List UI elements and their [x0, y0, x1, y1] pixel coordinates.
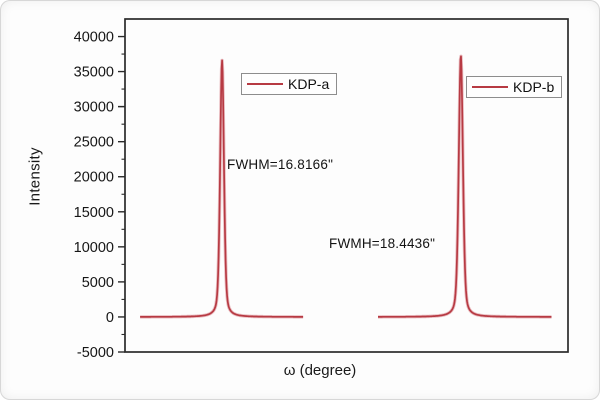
legend-line-sample-kdp-b [472, 86, 508, 88]
svg-text:10000: 10000 [74, 240, 114, 256]
svg-text:15000: 15000 [74, 205, 114, 221]
legend-label-kdp-b: KDP-b [513, 79, 555, 95]
legend-label-kdp-a: KDP-a [288, 76, 330, 92]
svg-text:0: 0 [106, 310, 114, 326]
legend-kdp-a: KDP-a [241, 73, 338, 95]
fwhm-annotation-kdp-b: FWMH=18.4436" [329, 236, 436, 251]
svg-text:35000: 35000 [74, 65, 114, 81]
svg-text:30000: 30000 [74, 100, 114, 116]
legend-kdp-b: KDP-b [466, 76, 563, 98]
legend-line-sample-kdp-a [247, 83, 283, 85]
svg-text:-5000: -5000 [77, 345, 114, 361]
svg-text:40000: 40000 [74, 30, 114, 46]
svg-text:20000: 20000 [74, 170, 114, 186]
y-axis-title: Intensity [26, 147, 44, 206]
svg-text:25000: 25000 [74, 135, 114, 151]
svg-text:5000: 5000 [82, 275, 114, 291]
fwhm-annotation-kdp-a: FWHM=16.8166" [227, 157, 334, 172]
x-axis-title: ω (degree) [283, 362, 357, 379]
